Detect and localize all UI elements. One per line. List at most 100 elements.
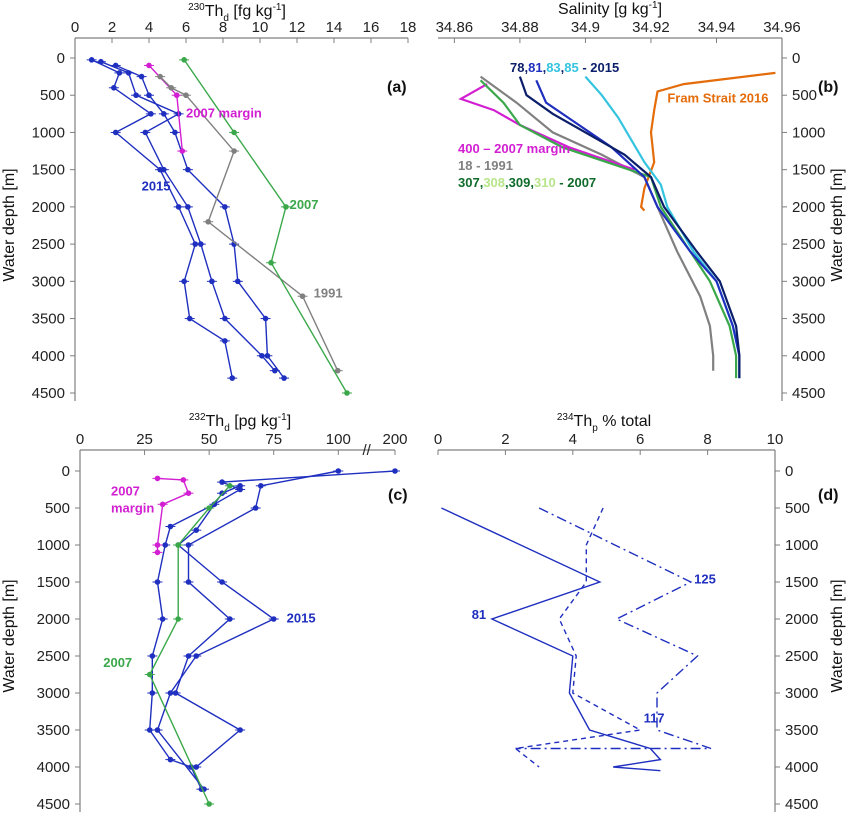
panel-c-data-point [154, 727, 161, 733]
legend-segment: , [530, 175, 534, 190]
panel-c-y-tick-label: 2000 [37, 611, 70, 628]
panel-c-series-line [148, 470, 396, 790]
panel-c-data-point [149, 690, 156, 696]
panel-a-data-point [264, 352, 271, 359]
panel-b-x-tick-label: 34.96 [763, 19, 801, 36]
panel-b-y-tick-label: 4500 [792, 385, 825, 402]
panel-a: 230Thd [fg kg-1] (a) Water depth [m] [1, 2, 407, 282]
panel-a-data-point [222, 338, 228, 344]
panel-c-x-tick-label: 200 [382, 431, 407, 448]
panel-b-y-tick-label: 0 [792, 50, 800, 67]
panel-c-y-title: Water depth [m] [1, 579, 18, 692]
panel-a-data-point [181, 278, 187, 285]
panel-b-annotation: Fram Strait 2016 [667, 91, 768, 106]
panel-c-data-point [159, 501, 166, 508]
panel-a-data-point [185, 166, 191, 173]
panel-c-y-tick-label: 1000 [37, 537, 70, 554]
panel-a-data-point [185, 204, 191, 210]
panel-d-y-tick-label: 4000 [785, 759, 818, 776]
panel-a-annotation: 1991 [314, 286, 343, 301]
panel-a-data-point [229, 375, 236, 381]
panel-d-y-tick-label: 1000 [785, 537, 818, 554]
panel-a-x-tick-label: 8 [219, 19, 227, 36]
panel-c-data-point [258, 483, 264, 489]
panel-c-data-point [175, 616, 181, 622]
panel-a-annotation: 2007 [290, 197, 319, 212]
panel-c-data-point [206, 801, 212, 807]
panel-b-x-tick-label: 34.86 [436, 19, 474, 36]
panel-c-data-point [185, 542, 192, 548]
panel-a-data-point [161, 111, 167, 117]
panel-a-x-tick-label: 2 [108, 19, 116, 36]
panel-d-y-tick-label: 4500 [785, 796, 818, 813]
panel-c-data-point [193, 527, 200, 533]
panel-c-data-point [270, 616, 277, 622]
panel-d-marks: 0 2 4 6 8 10050010001500200025003000350040004… [434, 431, 819, 813]
panel-b-series-line [535, 79, 741, 379]
panel-b-x-tick-label: 34.9 [571, 19, 600, 36]
panel-a-data-point [179, 148, 186, 154]
panel-a-series-line [115, 64, 285, 379]
panel-a-data-point [283, 204, 289, 210]
legend-segment: - 2007 [556, 175, 596, 190]
panel-d-y-tick-label: 500 [785, 500, 810, 517]
panel-c-annotation: 2007 [111, 483, 140, 498]
panel-d-x-tick-label: 8 [703, 431, 711, 448]
chart-marks: 0 2 4 6 8 10 12 14 16 180500100015002000250030003… [32, 19, 826, 813]
legend-segment: 309 [509, 175, 531, 190]
panel-b-legend-entry: 307,308,309,310 - 2007 [458, 175, 596, 190]
legend-segment: 81 [528, 60, 542, 75]
panel-c-data-point [149, 653, 156, 659]
panel-c-data-point [193, 653, 200, 659]
panel-a-data-point [183, 92, 189, 99]
panel-a-x-tick-label: 10 [252, 19, 269, 36]
panel-a-x-tick-label: 18 [400, 19, 417, 36]
legend-segment: , [561, 60, 565, 75]
panel-b-series-line [479, 79, 738, 379]
panel-b-y-tick-label: 500 [792, 87, 817, 104]
panel-a-data-point [112, 62, 119, 69]
panel-c-annotation: 2007 [103, 655, 132, 670]
panel-a-data-point [299, 293, 306, 300]
panel-b-legend-entry: 400 – 2007 margin [458, 141, 570, 156]
panel-c-y-tick-label: 500 [45, 500, 70, 517]
legend-segment: 18 - 1991 [458, 158, 513, 173]
panel-d-label: (d) [818, 487, 838, 504]
panel-a-data-point [222, 315, 228, 322]
panel-c-x-tick-label: 75 [265, 431, 282, 448]
panel-c-data-point [392, 468, 398, 474]
panel-c-y-tick-label: 4000 [37, 759, 70, 776]
panel-a-data-point [161, 166, 167, 173]
panel-a-y-tick-label: 2500 [32, 236, 65, 253]
panel-b-x-title: Salinity [g kg-1] [558, 0, 662, 18]
panel-a-data-point [112, 129, 119, 136]
panel-b-x-tick-label: 34.94 [698, 19, 736, 36]
panel-c-data-point [219, 579, 225, 585]
panel-a-y-tick-label: 2000 [32, 199, 65, 216]
panel-a-y-tick-label: 4000 [32, 348, 65, 365]
panel-a-data-point [222, 204, 228, 210]
panel-c-data-point [219, 479, 225, 485]
panel-a-data-point [148, 111, 154, 117]
panel-a-data-point [268, 259, 274, 266]
panel-c-data-point [185, 490, 192, 497]
panel-c-data-point [227, 616, 233, 622]
panel-c-annotation: margin [111, 500, 154, 515]
legend-segment: 310 [534, 175, 556, 190]
panel-c-series-line [156, 477, 190, 553]
panel-a-data-point [142, 129, 149, 136]
panel-b-y-tick-label: 3500 [792, 311, 825, 328]
panel-c-data-point [237, 727, 243, 733]
legend-segment: - 2015 [579, 60, 619, 75]
panel-a-y-tick-label: 0 [57, 50, 65, 67]
panel-c-data-point [167, 756, 174, 763]
panel-a-data-point [272, 367, 278, 374]
panel-a-data-point [157, 73, 163, 80]
panel-c-y-tick-label: 3500 [37, 722, 70, 739]
panel-c-x-tick-label: 0 [76, 431, 84, 448]
panel-d-x-tick-label: 10 [767, 431, 784, 448]
panel-c-y-tick-label: 4500 [37, 796, 70, 813]
panel-c-x-title: 232Thd [pg kg-1] [189, 412, 291, 434]
panel-c-x-tick-label: 50 [201, 431, 218, 448]
panel-b-x-tick-label: 34.88 [501, 19, 539, 36]
